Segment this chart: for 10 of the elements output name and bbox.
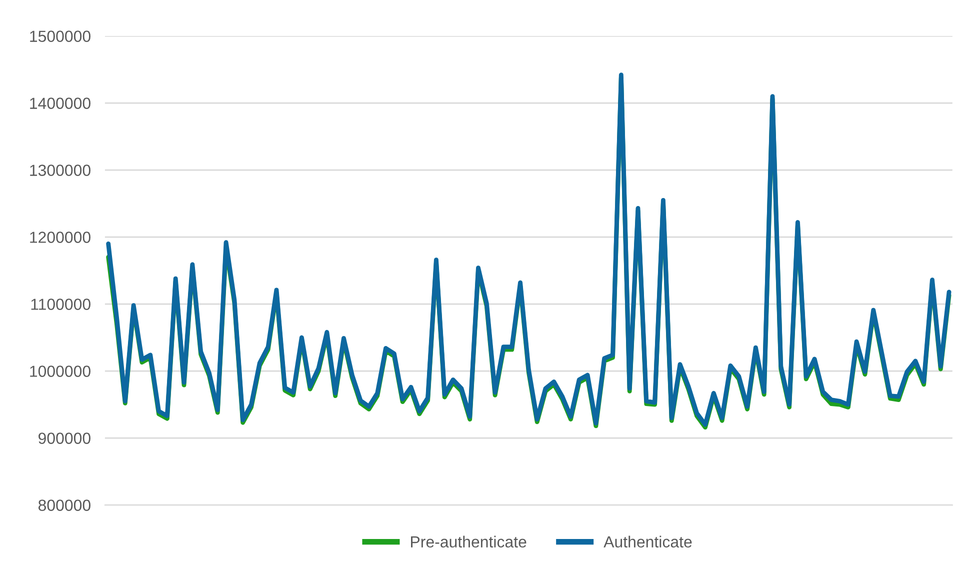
y-tick-label: 1000000 (30, 366, 90, 377)
y-tick-label: 1100000 (31, 298, 90, 310)
legend-label: Pre-authenticate (411, 536, 526, 548)
y-tick-label: 1400000 (30, 98, 90, 109)
y-tick-label: 1200000 (30, 232, 90, 243)
legend-label: Authenticate (604, 536, 692, 548)
y-tick-label: 1300000 (30, 164, 90, 176)
y-tick-label: 900000 (38, 432, 90, 444)
y-tick-label: 1500000 (30, 30, 90, 42)
y-tick-label: 800000 (38, 500, 90, 511)
